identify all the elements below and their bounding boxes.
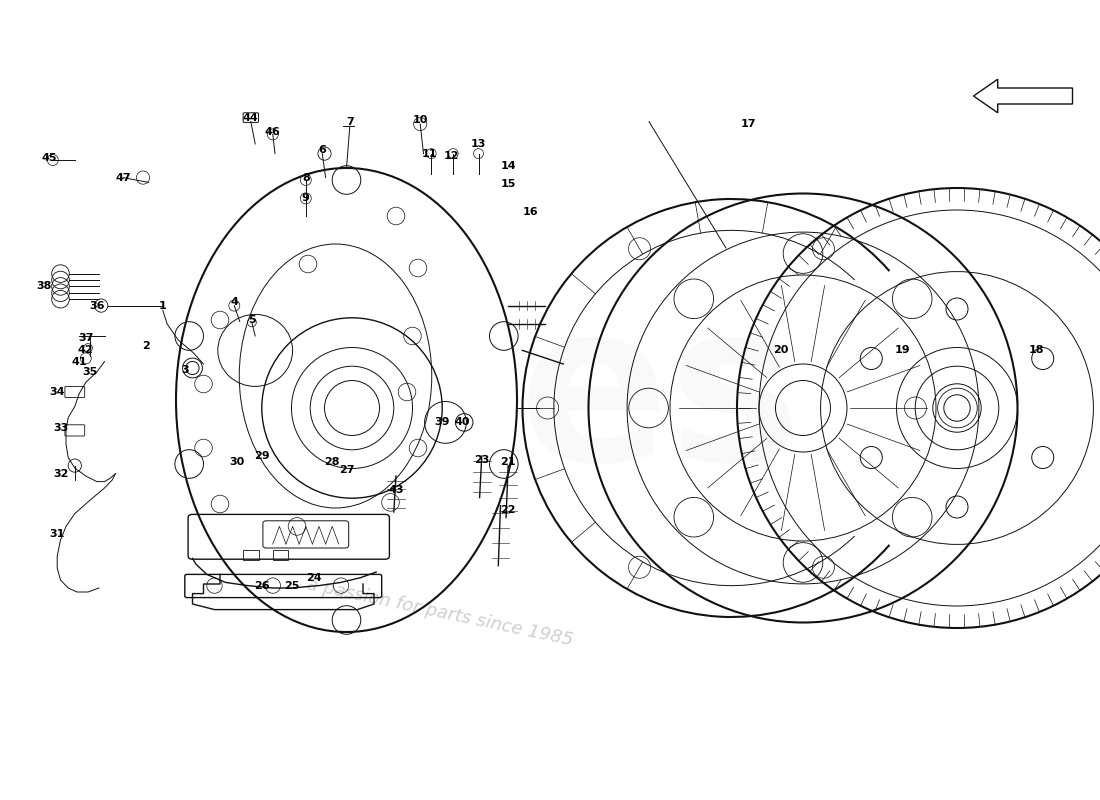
Text: 32: 32 [53, 469, 68, 478]
Text: 3: 3 [182, 365, 188, 374]
Text: 23: 23 [474, 455, 490, 465]
Text: 39: 39 [434, 418, 450, 427]
Text: 28: 28 [324, 458, 340, 467]
Text: 19: 19 [894, 346, 910, 355]
Text: 40: 40 [454, 418, 470, 427]
Text: 10: 10 [412, 115, 428, 125]
Text: 18: 18 [1028, 346, 1044, 355]
Text: 4: 4 [230, 298, 239, 307]
Text: 12: 12 [443, 151, 459, 161]
Text: 8: 8 [301, 173, 310, 182]
Text: 31: 31 [50, 530, 65, 539]
Text: 25: 25 [284, 581, 299, 590]
Text: 20: 20 [773, 346, 789, 355]
Text: 38: 38 [36, 282, 52, 291]
Text: 42: 42 [78, 346, 94, 355]
Text: 46: 46 [265, 127, 280, 137]
Text: 41: 41 [72, 357, 87, 366]
Text: 36: 36 [89, 301, 104, 310]
Text: 34: 34 [50, 387, 65, 397]
Text: 9: 9 [301, 194, 310, 203]
Text: 26: 26 [254, 581, 270, 590]
Text: es: es [518, 293, 802, 507]
Text: 47: 47 [116, 173, 131, 182]
Text: 44: 44 [243, 114, 258, 123]
Text: 29: 29 [254, 451, 270, 461]
Text: 27: 27 [339, 466, 354, 475]
Text: 43: 43 [388, 485, 404, 494]
Text: 45: 45 [42, 154, 57, 163]
Text: 7: 7 [345, 117, 354, 126]
Text: a passion for parts since 1985: a passion for parts since 1985 [305, 575, 575, 649]
Text: 33: 33 [53, 423, 68, 433]
Text: 30: 30 [229, 458, 244, 467]
Text: 16: 16 [522, 207, 538, 217]
Text: 13: 13 [471, 139, 486, 149]
Text: 6: 6 [318, 146, 327, 155]
Text: 17: 17 [740, 119, 756, 129]
Text: 14: 14 [500, 162, 516, 171]
Bar [273, 550, 288, 560]
Text: 24: 24 [306, 573, 321, 582]
Bar [243, 550, 258, 560]
Text: 5: 5 [249, 315, 255, 325]
Text: 35: 35 [82, 367, 98, 377]
Text: 15: 15 [500, 179, 516, 189]
Text: 37: 37 [78, 333, 94, 342]
Text: 2: 2 [142, 342, 151, 351]
Text: 21: 21 [500, 458, 516, 467]
Text: 1: 1 [158, 302, 167, 311]
Text: 11: 11 [421, 149, 437, 158]
Text: 22: 22 [500, 506, 516, 515]
